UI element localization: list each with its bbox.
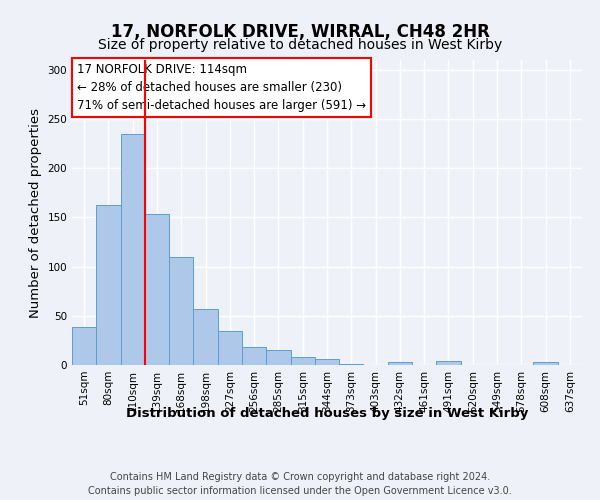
Bar [121, 134, 145, 365]
Text: Distribution of detached houses by size in West Kirby: Distribution of detached houses by size … [126, 408, 528, 420]
Bar [242, 348, 266, 365]
Bar [388, 362, 412, 365]
Bar [339, 364, 364, 365]
Bar [145, 214, 169, 365]
Y-axis label: Number of detached properties: Number of detached properties [29, 108, 42, 318]
Text: Contains public sector information licensed under the Open Government Licence v3: Contains public sector information licen… [88, 486, 512, 496]
Bar [72, 326, 96, 365]
Bar [533, 362, 558, 365]
Bar [169, 257, 193, 365]
Bar [290, 357, 315, 365]
Bar [315, 359, 339, 365]
Bar [436, 361, 461, 365]
Text: Size of property relative to detached houses in West Kirby: Size of property relative to detached ho… [98, 38, 502, 52]
Bar [193, 309, 218, 365]
Bar [96, 204, 121, 365]
Bar [266, 350, 290, 365]
Text: 17, NORFOLK DRIVE, WIRRAL, CH48 2HR: 17, NORFOLK DRIVE, WIRRAL, CH48 2HR [110, 22, 490, 40]
Bar [218, 330, 242, 365]
Text: Contains HM Land Registry data © Crown copyright and database right 2024.: Contains HM Land Registry data © Crown c… [110, 472, 490, 482]
Text: 17 NORFOLK DRIVE: 114sqm
← 28% of detached houses are smaller (230)
71% of semi-: 17 NORFOLK DRIVE: 114sqm ← 28% of detach… [77, 63, 366, 112]
